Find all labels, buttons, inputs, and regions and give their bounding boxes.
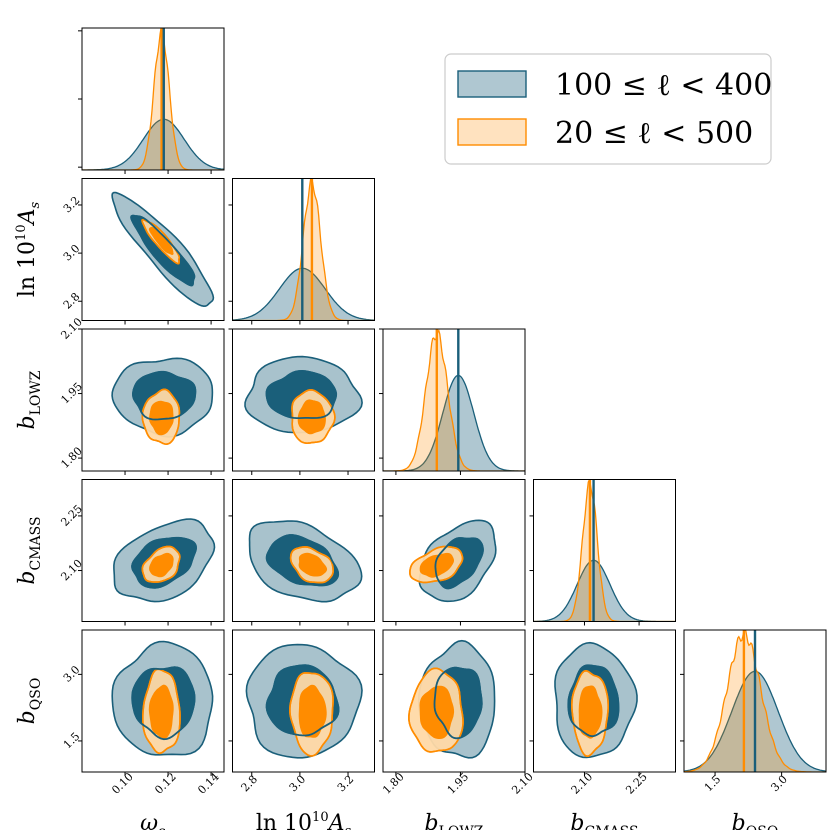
x-tick-label: 3.0 <box>768 773 790 795</box>
panel-frame <box>232 328 375 472</box>
x-tick-label: 3.2 <box>335 773 357 795</box>
legend-swatch-wide <box>457 70 527 98</box>
contour-68-narrow <box>148 684 174 740</box>
y-tick-label: 1.5 <box>61 730 83 752</box>
contour-68-narrow <box>298 552 328 577</box>
marginal-fill-wide <box>383 375 525 471</box>
panel-frame <box>81 479 225 622</box>
x-tick-label: 2.10 <box>569 770 596 797</box>
panel-frame <box>533 629 676 773</box>
contour-68-narrow <box>149 552 174 578</box>
axis-label-b_QSO: bQSO <box>15 678 44 725</box>
axis-label-b_CMASS: bCMASS <box>570 811 638 830</box>
panel-frame <box>382 629 526 773</box>
axis-label-b_CMASS: bCMASS <box>15 516 44 584</box>
x-tick-label: 0.14 <box>195 770 222 797</box>
panel-frame <box>382 479 526 622</box>
panel-1d-b_QSO: 1.5 3.0 <box>680 629 827 795</box>
marginal-line-wide <box>232 267 375 321</box>
panel-1d-omega_c <box>78 27 225 174</box>
contour-68-narrow <box>419 552 454 578</box>
panel-lnAs-vs-b_LOWZ <box>228 328 375 475</box>
axis-label-b_LOWZ: bLOWZ <box>15 370 44 429</box>
panel-b_LOWZ-vs-b_CMASS <box>379 479 526 626</box>
panel-b_CMASS-vs-b_QSO: 2.10 2.25 <box>529 629 676 797</box>
axis-label-lnAs: ln 1010As <box>256 810 352 830</box>
y-tick-label: 3.0 <box>61 242 83 264</box>
x-tick-label: 1.80 <box>380 770 407 797</box>
marginal-line-narrow <box>383 329 525 471</box>
marginal-fill-wide <box>232 268 375 321</box>
marginal-fill-wide <box>82 119 224 170</box>
x-tick-label: 1.5 <box>702 773 724 795</box>
panel-omega_c-vs-b_QSO: 1.5 3.0 0.10 0.12 0.14 <box>61 629 225 797</box>
axis-label-b_QSO: bQSO <box>732 811 779 830</box>
y-tick-label: 3.0 <box>61 663 83 685</box>
panel-frame <box>683 629 827 773</box>
marginal-line-narrow <box>82 28 224 170</box>
panel-frame <box>81 328 225 472</box>
marginal-line-narrow <box>533 479 676 622</box>
legend-label-wide: 100 ≤ ℓ < 400 <box>555 68 772 103</box>
panel-frame <box>81 629 225 773</box>
x-tick-label: 2.10 <box>509 770 536 797</box>
axis-label-omega_c: ωc <box>140 811 166 830</box>
contour-68-narrow <box>149 400 174 436</box>
panel-lnAs-vs-b_CMASS <box>228 479 375 626</box>
axis-label-lnAs: ln 1010As <box>14 202 43 298</box>
y-tick-label: 3.2 <box>61 194 83 216</box>
panel-frame <box>81 178 225 321</box>
contour-68-narrow <box>578 685 603 739</box>
contour-68-narrow <box>148 226 174 256</box>
x-tick-label: 3.0 <box>287 773 309 795</box>
x-tick-label: 2.8 <box>238 773 260 795</box>
y-tick-label: 2.8 <box>61 290 83 312</box>
panel-lnAs-vs-b_QSO: 2.8 3.0 3.2 <box>228 629 375 795</box>
panel-1d-lnAs <box>228 178 375 325</box>
panel-frame <box>382 328 526 472</box>
marginal-fill-narrow <box>383 330 525 471</box>
x-tick-label: 0.10 <box>109 770 136 797</box>
axis-label-b_LOWZ: bLOWZ <box>425 811 484 830</box>
panel-1d-b_CMASS <box>529 479 676 626</box>
marginal-fill-wide <box>533 560 676 622</box>
contour-68-narrow <box>298 684 327 738</box>
panel-frame <box>232 629 375 773</box>
legend-swatch-narrow <box>457 118 527 146</box>
panel-frame <box>232 479 375 622</box>
panel-omega_c-vs-b_LOWZ: 1.801.952.10 <box>58 315 225 475</box>
x-tick-label: 2.25 <box>623 770 650 797</box>
marginal-line-wide <box>82 118 224 170</box>
contour-68-narrow <box>297 399 326 435</box>
panel-omega_c-vs-lnAs: 2.8 3.0 3.2 <box>61 178 225 325</box>
marginal-line-narrow <box>232 178 375 321</box>
panel-1d-b_LOWZ <box>379 328 526 475</box>
legend: 100 ≤ ℓ < 400 20 ≤ ℓ < 500 <box>444 53 772 165</box>
x-tick-label: 0.12 <box>152 770 179 797</box>
panel-omega_c-vs-b_CMASS: 2.102.25 <box>58 479 225 626</box>
x-tick-label: 1.95 <box>445 770 472 797</box>
panel-frame <box>232 178 375 321</box>
panel-b_LOWZ-vs-b_QSO: 1.80 1.95 2.10 <box>379 629 536 797</box>
panel-frame <box>533 479 676 622</box>
marginal-fill-narrow <box>232 178 375 321</box>
legend-label-narrow: 20 ≤ ℓ < 500 <box>555 116 753 151</box>
